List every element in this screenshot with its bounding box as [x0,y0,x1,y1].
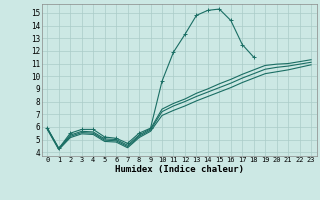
X-axis label: Humidex (Indice chaleur): Humidex (Indice chaleur) [115,165,244,174]
